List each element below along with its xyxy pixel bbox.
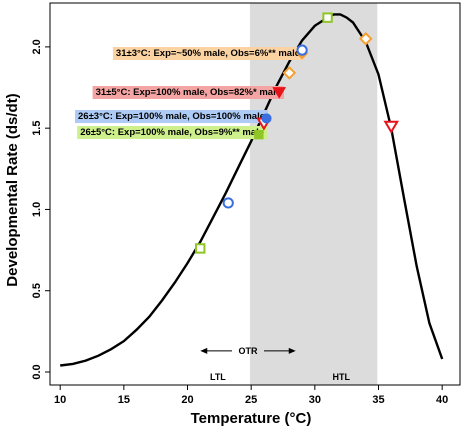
y-tick-label: 1.5 — [31, 121, 43, 136]
data-point-diamond — [358, 31, 373, 46]
y-tick-label: 2.0 — [31, 39, 43, 54]
otr-arrowhead-left — [200, 347, 208, 354]
data-point-square — [322, 12, 333, 23]
x-tick-label: 35 — [372, 394, 384, 406]
x-tick-label: 20 — [181, 394, 193, 406]
plot-frame — [49, 2, 461, 386]
series-label-highlight — [75, 110, 268, 123]
data-point-triangle-down — [272, 87, 287, 99]
series-label: 31±3°C: Exp=~50% male, Obs=6%** male — [116, 48, 300, 59]
series-label-highlight — [92, 86, 284, 99]
x-tick-label: 30 — [309, 394, 321, 406]
otr-label: OTR — [238, 346, 257, 356]
otr-annotation: OTR — [200, 346, 296, 356]
y-tick-label: 1.0 — [31, 202, 43, 217]
data-point-circle — [222, 197, 234, 209]
data-point-square — [254, 129, 264, 140]
x-tick-label: 40 — [436, 394, 448, 406]
data-point-diamond — [282, 66, 297, 80]
series-labels: 31±3°C: Exp=~50% male, Obs=6%** male 31±5… — [75, 47, 303, 139]
data-point-square — [195, 243, 206, 254]
data-points — [195, 12, 399, 254]
y-tick-label: 0.5 — [31, 283, 43, 298]
x-axis-title: Temperature (°C) — [191, 410, 312, 427]
x-tick-label: 10 — [54, 394, 66, 406]
x-tick-label: 15 — [118, 394, 130, 406]
y-axis-ticks: 0.0 0.5 1.0 1.5 2.0 — [31, 39, 50, 380]
ltl-label: LTL — [210, 372, 226, 382]
y-tick-label: 0.0 — [31, 364, 43, 379]
series-label-highlight — [112, 47, 303, 60]
data-point-circle — [296, 44, 308, 56]
series-label-highlight — [77, 126, 267, 139]
data-point-triangle-down — [383, 120, 399, 134]
data-point-circle — [261, 113, 272, 124]
y-axis-title: Developmental Rate (ds/dt) — [4, 93, 21, 286]
series-label: 26±3°C: Exp=100% male, Obs=100% male — [78, 111, 265, 122]
htl-label: HTL — [332, 372, 350, 382]
series-label: 31±5°C: Exp=100% male, Obs=82%* male — [96, 87, 281, 98]
series-label: 26±5°C: Exp=100% male, Obs=9%** male — [80, 127, 264, 138]
x-axis-ticks: 10 15 20 25 30 35 40 — [54, 385, 448, 406]
x-tick-label: 25 — [245, 394, 257, 406]
otr-arrowhead-right — [288, 347, 296, 354]
shaded-optimal-region — [249, 3, 378, 385]
